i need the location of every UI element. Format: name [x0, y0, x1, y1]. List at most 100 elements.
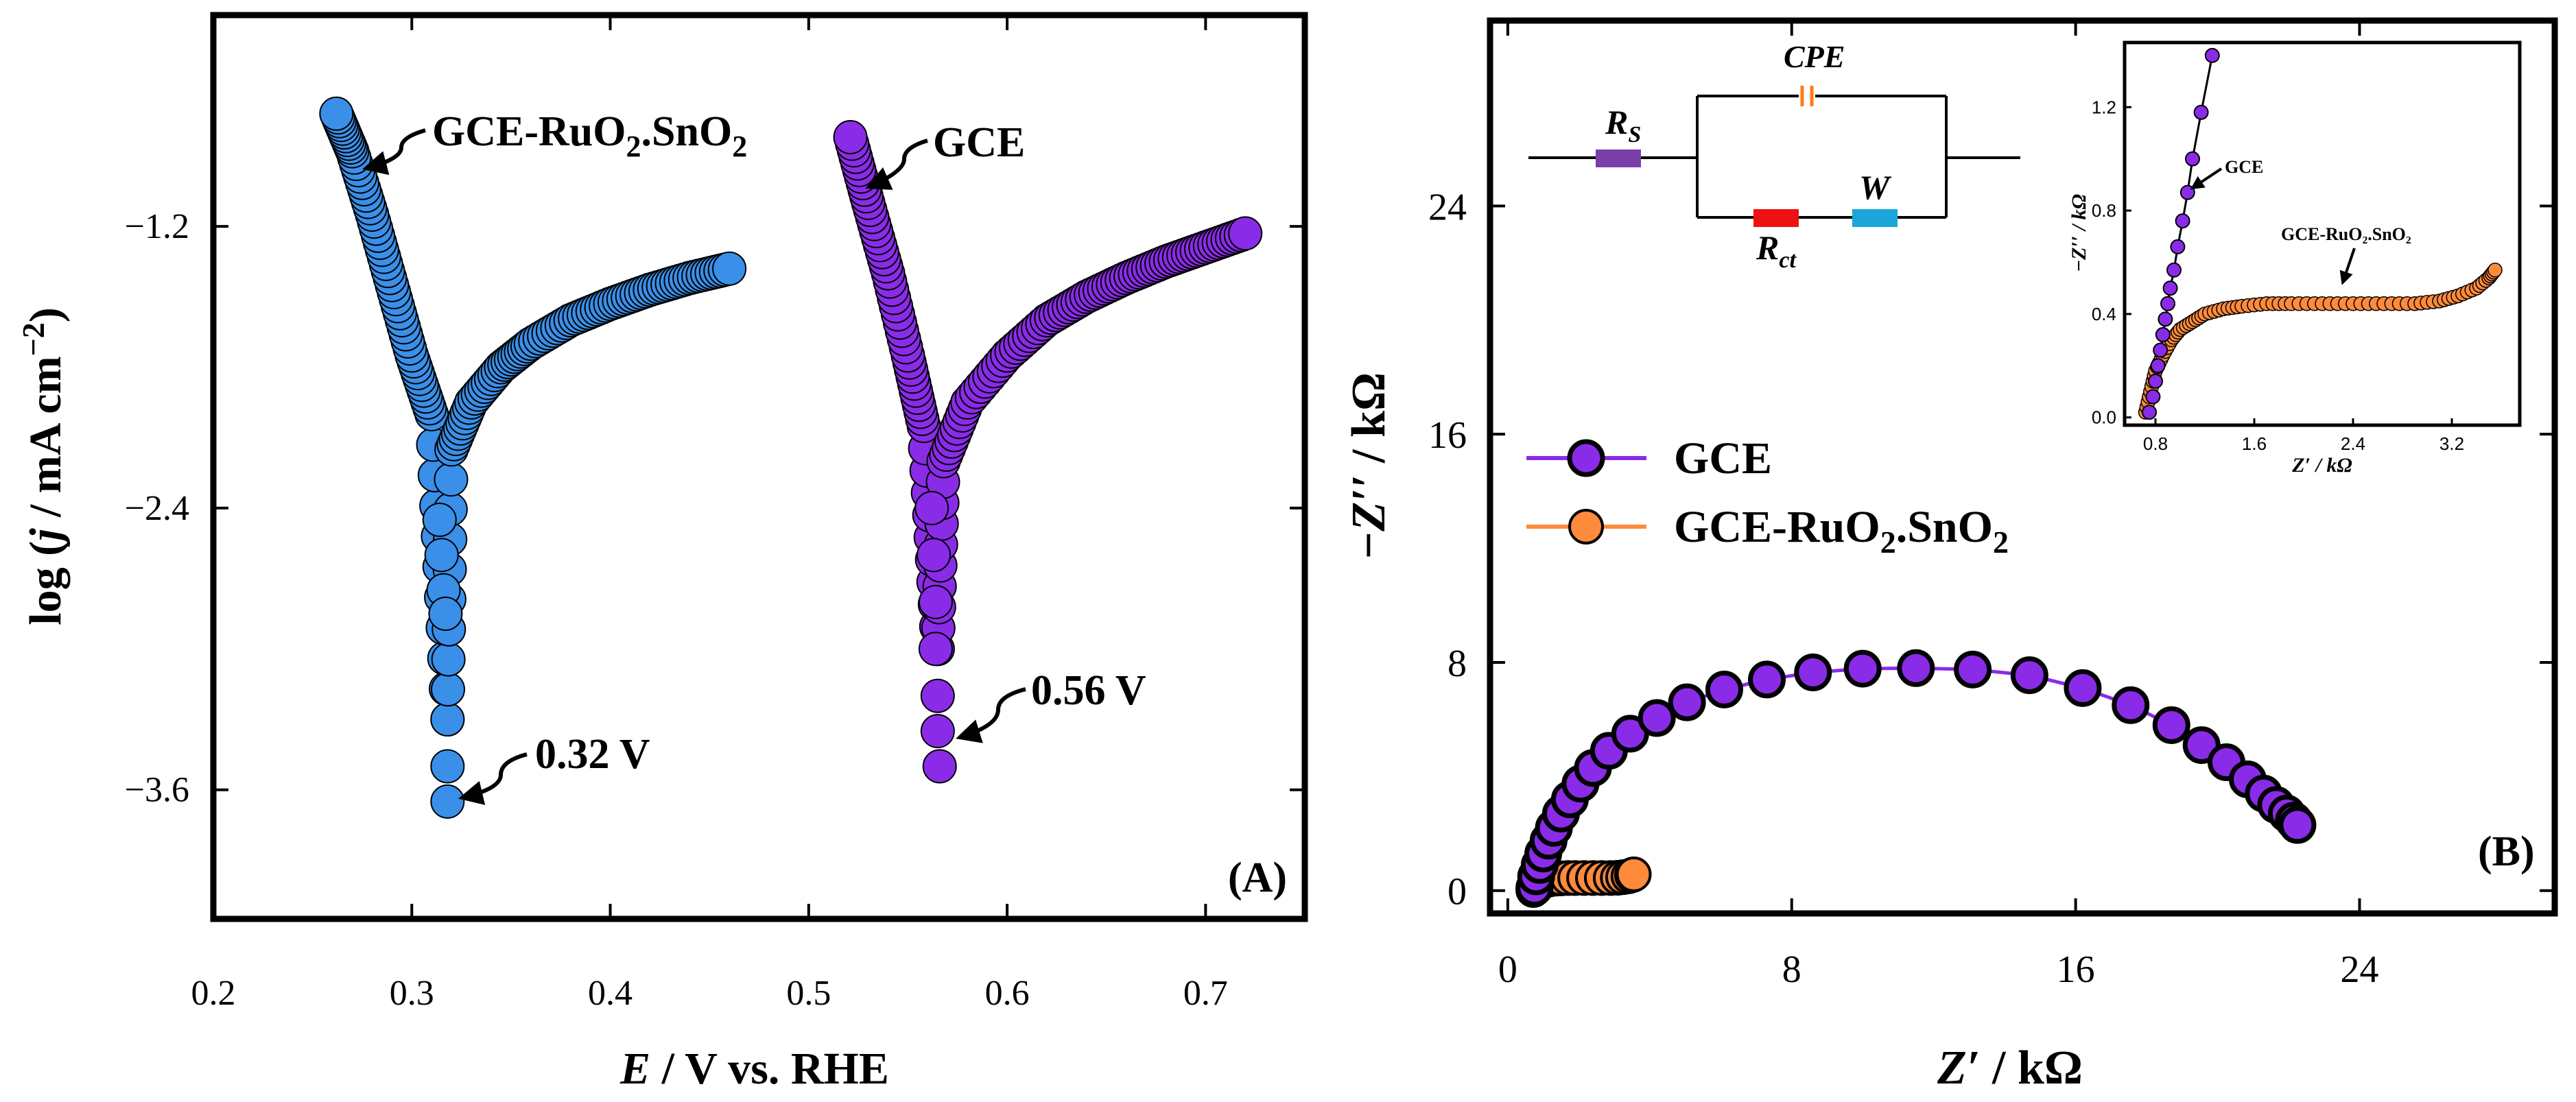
inset-point-gce [2193, 104, 2209, 120]
panel-b-y-tick-label: 24 [1428, 186, 1467, 228]
circuit-rct-resistor [1753, 209, 1799, 227]
inset-point-gce [2162, 280, 2178, 296]
inset-point-gce [2175, 213, 2190, 229]
panel-b-point-gce [2278, 806, 2317, 844]
inset-y-tick-label: 0.8 [2092, 200, 2116, 221]
panel-a-point-gce [922, 749, 957, 784]
inset-annotation-ru: GCE-RuO₂.SnO₂ [2281, 224, 2411, 244]
panel-b-frame [1487, 17, 2558, 917]
panel-a-point-gce [920, 714, 955, 749]
inset-point-gce [2153, 342, 2169, 358]
annotation-032v-label: 0.32 V [535, 731, 650, 778]
inset-point-gce [2204, 47, 2220, 63]
panel-a-x-tick-label: 0.3 [390, 974, 434, 1013]
panel-a-x-tick-label: 0.4 [588, 974, 633, 1013]
panel-b-label: (B) [2478, 828, 2535, 875]
panel-a-point-gce [920, 678, 955, 713]
panel-a-point-gce [914, 490, 949, 525]
inset-data-points [2138, 47, 2503, 420]
annotation-ru-arrow [362, 128, 426, 176]
inset-point-gce [2166, 262, 2182, 278]
panel-b-point-gce [1668, 683, 1706, 721]
panel-a-y-tick-label: −1.2 [125, 207, 189, 246]
inset-annotation-gce: GCE [2225, 157, 2263, 177]
panel-a-point-ru [430, 672, 465, 707]
panel-b-data-points [1515, 649, 2317, 908]
panel-a-x-tick-label: 0.5 [786, 974, 831, 1013]
circuit-rs-resistor [1596, 149, 1641, 167]
panel-b-point-gce [1954, 650, 1992, 688]
panel-a-point-ru [319, 96, 354, 131]
inset-point-ru [2488, 263, 2503, 278]
inset-point-gce [2158, 311, 2173, 327]
inset-x-tick-label: 2.4 [2341, 433, 2365, 454]
panel-a-point-ru [434, 462, 469, 497]
panel-a-point-ru [424, 538, 459, 573]
inset-x-ticks: 0.8 1.6 2.4 3.2 [2143, 418, 2464, 454]
circuit-label-cpe: CPE [1784, 39, 1845, 74]
panel-a-point-ru [430, 749, 465, 784]
inset-point-gce [2170, 239, 2186, 254]
inset-y-ticks: 0.0 0.4 0.8 1.2 [2092, 97, 2131, 428]
panel-b-point-gce [1748, 660, 1786, 699]
inset-y-tick-label: 0.4 [2092, 304, 2116, 324]
panel-a-point-gce [1228, 216, 1263, 251]
panel-a-x-axis-label: E / V vs. RHE [619, 1044, 889, 1094]
panel-b-point-gce [2010, 656, 2048, 695]
panel-a-point-ru [430, 784, 465, 819]
inset-point-gce [2155, 327, 2171, 343]
annotation-gce-arrow [865, 139, 928, 190]
circuit-label-rct: Rct [1756, 228, 1797, 273]
inset-y-tick-label: 0.0 [2092, 407, 2116, 428]
panel-a-y-axis-label: log (j / mA cm−2) [16, 307, 71, 625]
inset-point-gce [2150, 358, 2166, 374]
panel-a-y-tick-label: −2.4 [125, 489, 189, 528]
panel-b-nyquist-plot: 0 8 16 24 0 8 16 24 (B) GCE GCE-RuO2.SnO2 [1343, 17, 2558, 1094]
panel-b-x-tick-label: 0 [1498, 948, 1517, 991]
inset-x-tick-label: 0.8 [2143, 433, 2168, 454]
legend-label-ru: GCE-RuO2.SnO2 [1674, 502, 2009, 560]
panel-b-point-gce [1897, 649, 1935, 687]
panel-a-x-ticks: 0.2 0.3 0.4 0.5 0.6 0.7 [191, 15, 1228, 1013]
legend-marker-gce [1567, 439, 1605, 477]
panel-a-label: (A) [1228, 854, 1287, 901]
panel-a-x-tick-label: 0.6 [985, 974, 1030, 1013]
panel-b-point-ru [1616, 857, 1652, 893]
panel-b-x-tick-label: 16 [2057, 948, 2095, 991]
panel-b-y-ticks: 0 8 16 24 [1428, 186, 2555, 913]
annotation-056v-arrow [956, 687, 1026, 743]
inset-arrow-gce [2190, 167, 2223, 190]
inset-point-gce [2145, 389, 2161, 405]
panel-b-point-gce [2064, 669, 2102, 707]
panel-a-point-gce [918, 632, 953, 667]
panel-b-point-gce [1705, 670, 1743, 708]
panel-a-point-gce [833, 120, 868, 155]
panel-b-point-gce [1843, 649, 1882, 688]
panel-b-point-gce [2152, 706, 2190, 744]
inset-arrow-ru [2339, 248, 2356, 285]
panel-b-y-tick-label: 16 [1428, 414, 1467, 457]
panel-a-point-ru [430, 702, 465, 737]
inset-point-gce [2148, 373, 2163, 389]
panel-a-point-ru [712, 251, 747, 286]
panel-b-legend: GCE GCE-RuO2.SnO2 [1526, 433, 2009, 560]
legend-label-gce: GCE [1674, 433, 1772, 483]
panel-b-x-tick-label: 8 [1782, 948, 1801, 991]
panel-a-point-gce [917, 538, 952, 573]
inset-x-tick-label: 3.2 [2439, 433, 2464, 454]
panel-a-point-gce [918, 584, 953, 619]
annotation-032v-arrow [458, 752, 528, 805]
panel-b-point-gce [1638, 699, 1676, 737]
circuit-label-rs: RS [1605, 103, 1641, 147]
panel-a-frame [210, 12, 1308, 922]
panel-b-x-axis-label: Z′ / kΩ [1937, 1042, 2083, 1094]
panel-b-y-tick-label: 8 [1447, 643, 1467, 685]
panel-b-x-ticks: 0 8 16 24 [1498, 21, 2378, 991]
inset-frame [2123, 40, 2522, 427]
panel-a-y-tick-label: −3.6 [125, 771, 189, 810]
inset-point-gce [2185, 151, 2200, 167]
inset-y-axis-label: −Z′′ / kΩ [2068, 194, 2090, 272]
annotation-ru-label: GCE-RuO2.SnO2 [432, 108, 747, 163]
panel-b-point-gce [1794, 654, 1832, 692]
